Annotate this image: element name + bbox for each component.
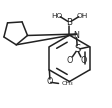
Text: O: O xyxy=(79,56,86,65)
Text: OH: OH xyxy=(76,13,87,19)
Text: S: S xyxy=(73,44,80,54)
Text: O: O xyxy=(66,56,72,65)
Text: CH₃: CH₃ xyxy=(62,81,73,87)
Text: HO: HO xyxy=(51,13,62,19)
Text: N: N xyxy=(73,31,79,40)
Text: O: O xyxy=(46,77,53,86)
Text: B: B xyxy=(66,18,72,27)
